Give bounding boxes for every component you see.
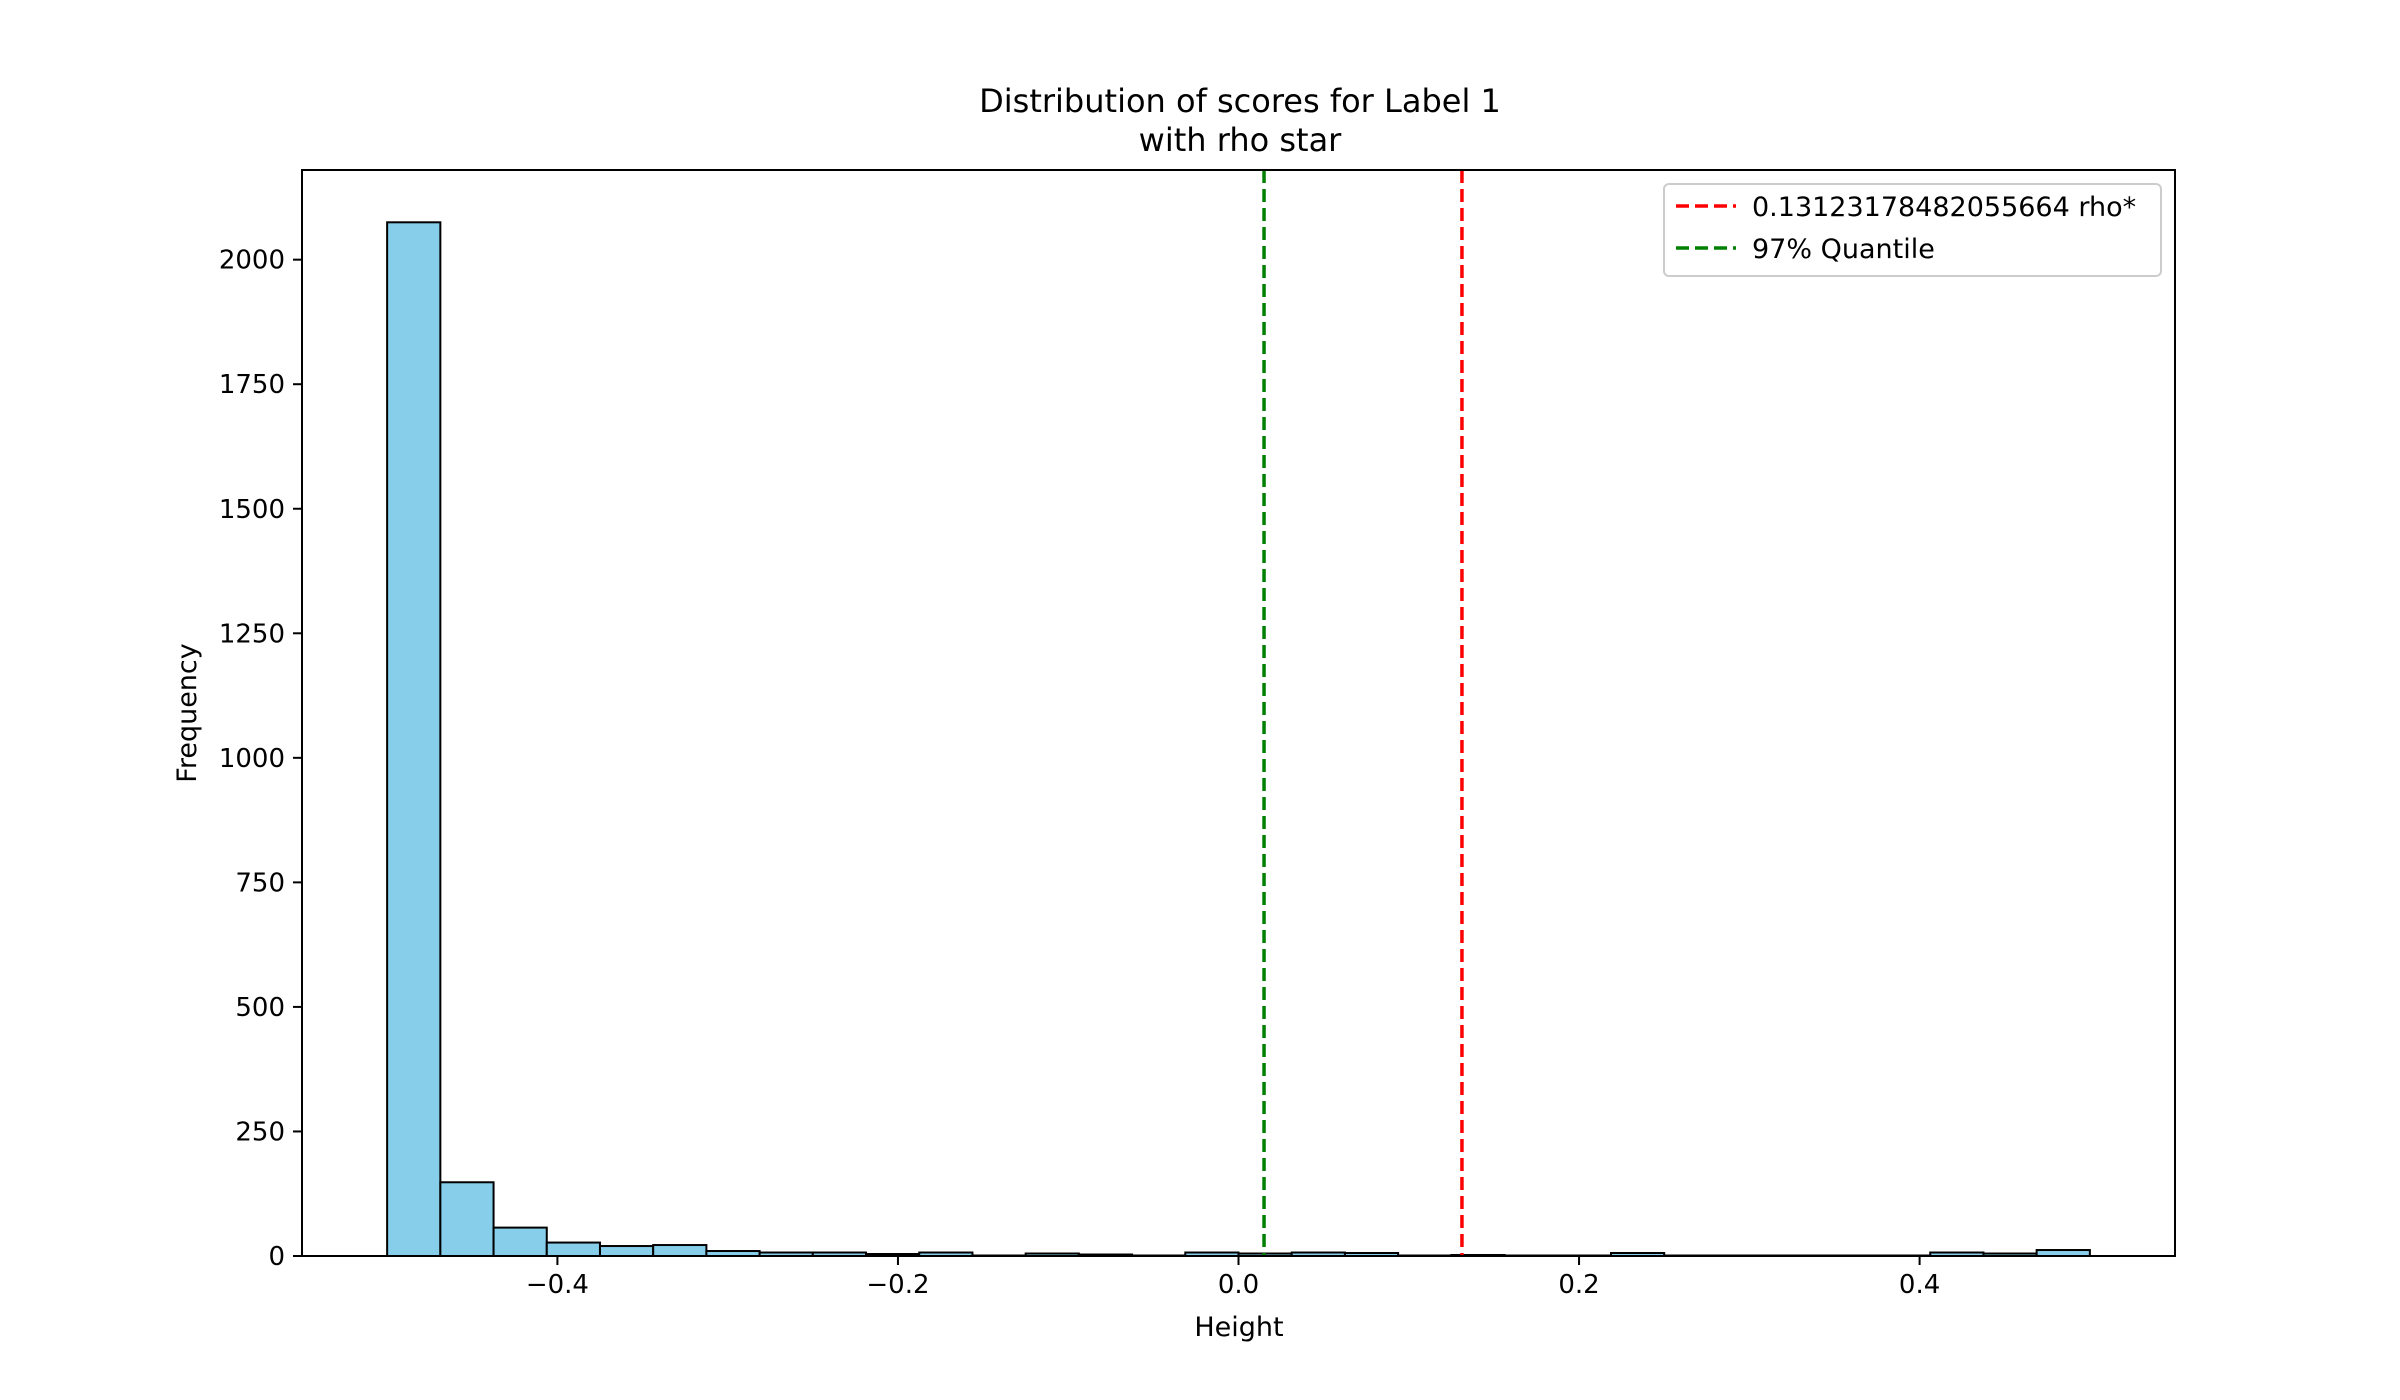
legend: 0.13123178482055664 rho* 97% Quantile bbox=[1663, 183, 2162, 277]
y-tick-label: 750 bbox=[235, 868, 285, 898]
y-tick-label: 1500 bbox=[219, 495, 285, 525]
y-tick-label: 1750 bbox=[219, 370, 285, 400]
legend-rho-star-label: 0.13123178482055664 rho* bbox=[1752, 192, 2136, 223]
histogram-bar bbox=[492, 1226, 548, 1258]
chart-title: Distribution of scores for Label 1 bbox=[979, 82, 1501, 120]
histogram-bar bbox=[652, 1244, 708, 1258]
y-tick-label: 1000 bbox=[219, 744, 285, 774]
histogram-bar bbox=[598, 1245, 655, 1258]
histogram-bars bbox=[386, 221, 2091, 1258]
y-tick-label: 250 bbox=[235, 1117, 285, 1147]
legend-quantile-label: 97% Quantile bbox=[1752, 234, 1935, 265]
y-axis-label: Frequency bbox=[172, 643, 203, 783]
y-tick-label: 1250 bbox=[219, 619, 285, 649]
y-tick-label: 500 bbox=[235, 993, 285, 1023]
reference-lines bbox=[1262, 170, 1464, 1256]
histogram-bar bbox=[386, 221, 442, 1257]
x-axis-label: Height bbox=[1194, 1312, 1283, 1343]
x-tick-label: −0.2 bbox=[866, 1270, 929, 1300]
x-tick-label: −0.4 bbox=[526, 1270, 589, 1300]
y-tick-label: 2000 bbox=[219, 246, 285, 276]
y-tick-label: 0 bbox=[268, 1242, 285, 1272]
plot-area-frame bbox=[301, 169, 2176, 1257]
x-tick-label: 0.4 bbox=[1899, 1270, 1940, 1300]
x-tick-label: 0.2 bbox=[1558, 1270, 1599, 1300]
histogram-bar bbox=[545, 1241, 601, 1258]
x-tick-label: 0.0 bbox=[1218, 1270, 1259, 1300]
legend-box bbox=[1663, 183, 2162, 277]
histogram-bar bbox=[439, 1181, 495, 1258]
y-axis-ticks: 0 250 500 750 1000 1250 1500 1750 2000 bbox=[219, 246, 302, 1272]
x-axis-ticks: −0.4 −0.2 0.0 0.2 0.4 bbox=[526, 1256, 1940, 1300]
chart-subtitle: with rho star bbox=[1139, 121, 1343, 159]
